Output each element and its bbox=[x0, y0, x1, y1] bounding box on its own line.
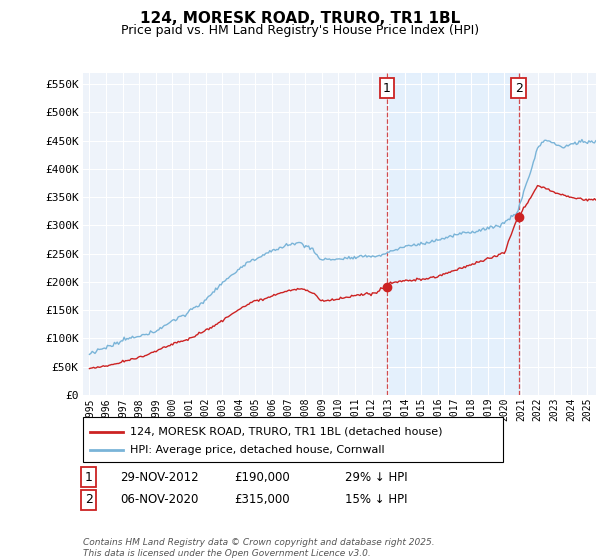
Text: 124, MORESK ROAD, TRURO, TR1 1BL (detached house): 124, MORESK ROAD, TRURO, TR1 1BL (detach… bbox=[130, 427, 443, 437]
Text: 29-NOV-2012: 29-NOV-2012 bbox=[120, 470, 199, 484]
Text: £190,000: £190,000 bbox=[234, 470, 290, 484]
Text: 1: 1 bbox=[383, 82, 391, 95]
Text: £315,000: £315,000 bbox=[234, 493, 290, 506]
Text: 29% ↓ HPI: 29% ↓ HPI bbox=[345, 470, 407, 484]
Text: 124, MORESK ROAD, TRURO, TR1 1BL: 124, MORESK ROAD, TRURO, TR1 1BL bbox=[140, 11, 460, 26]
Text: 06-NOV-2020: 06-NOV-2020 bbox=[120, 493, 199, 506]
Text: 2: 2 bbox=[515, 82, 523, 95]
Text: HPI: Average price, detached house, Cornwall: HPI: Average price, detached house, Corn… bbox=[130, 445, 385, 455]
Text: 15% ↓ HPI: 15% ↓ HPI bbox=[345, 493, 407, 506]
Text: Price paid vs. HM Land Registry's House Price Index (HPI): Price paid vs. HM Land Registry's House … bbox=[121, 24, 479, 37]
Text: Contains HM Land Registry data © Crown copyright and database right 2025.
This d: Contains HM Land Registry data © Crown c… bbox=[83, 538, 434, 558]
Bar bbox=[387, 73, 518, 395]
Text: 2: 2 bbox=[85, 493, 93, 506]
Text: 1: 1 bbox=[85, 470, 93, 484]
